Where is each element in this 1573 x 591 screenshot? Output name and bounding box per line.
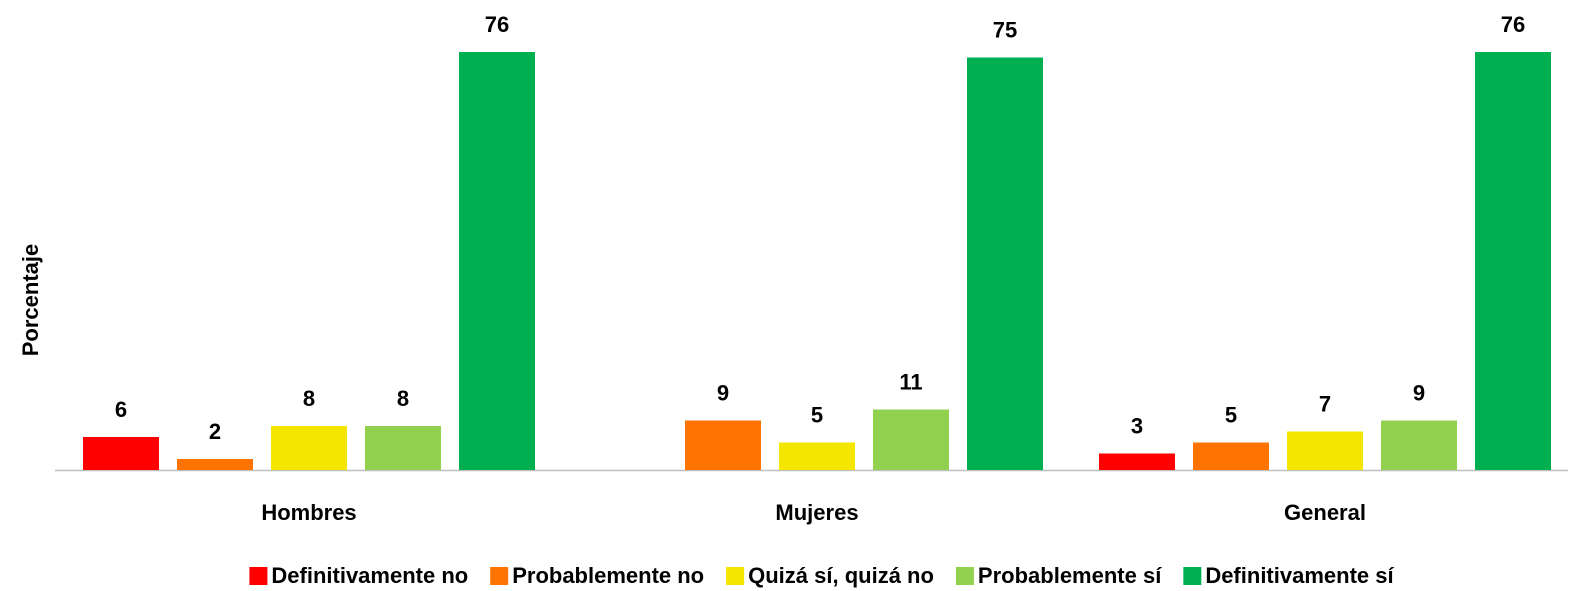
legend-swatch <box>1183 567 1202 585</box>
data-label: 2 <box>209 419 221 444</box>
data-label: 7 <box>1319 391 1331 416</box>
data-label: 5 <box>811 402 823 427</box>
bar <box>1381 420 1457 470</box>
data-label: 8 <box>397 386 409 411</box>
legend-swatch <box>726 567 745 585</box>
data-label: 76 <box>485 12 509 37</box>
bar <box>685 420 761 470</box>
data-label: 75 <box>993 17 1017 42</box>
legend-label: Quizá sí, quizá no <box>748 563 934 588</box>
bar <box>1287 431 1363 470</box>
y-axis-label: Porcentaje <box>18 244 43 357</box>
x-tick-label: Hombres <box>261 500 356 525</box>
data-label: 8 <box>303 386 315 411</box>
legend-label: Definitivamente sí <box>1205 563 1394 588</box>
data-label: 5 <box>1225 402 1237 427</box>
data-label: 9 <box>717 380 729 405</box>
bar <box>271 426 347 470</box>
legend-swatch <box>490 567 509 585</box>
legend-swatch <box>955 567 974 585</box>
data-label: 6 <box>115 397 127 422</box>
bar <box>459 52 535 470</box>
data-label: 9 <box>1413 380 1425 405</box>
legend-swatch <box>249 567 268 585</box>
data-label: 76 <box>1501 12 1525 37</box>
legend-label: Probablemente sí <box>978 563 1162 588</box>
bar <box>1099 453 1175 470</box>
x-tick-label: Mujeres <box>775 500 858 525</box>
legend-label: Definitivamente no <box>271 563 468 588</box>
bar <box>365 426 441 470</box>
bar <box>779 442 855 470</box>
x-tick-label: General <box>1284 500 1366 525</box>
bar <box>873 409 949 470</box>
bar <box>177 459 253 470</box>
bar <box>967 57 1043 470</box>
bar <box>1193 442 1269 470</box>
legend-label: Probablemente no <box>512 563 704 588</box>
data-label: 3 <box>1131 413 1143 438</box>
bar <box>1475 52 1551 470</box>
data-label: 11 <box>899 369 922 394</box>
bar <box>83 437 159 470</box>
